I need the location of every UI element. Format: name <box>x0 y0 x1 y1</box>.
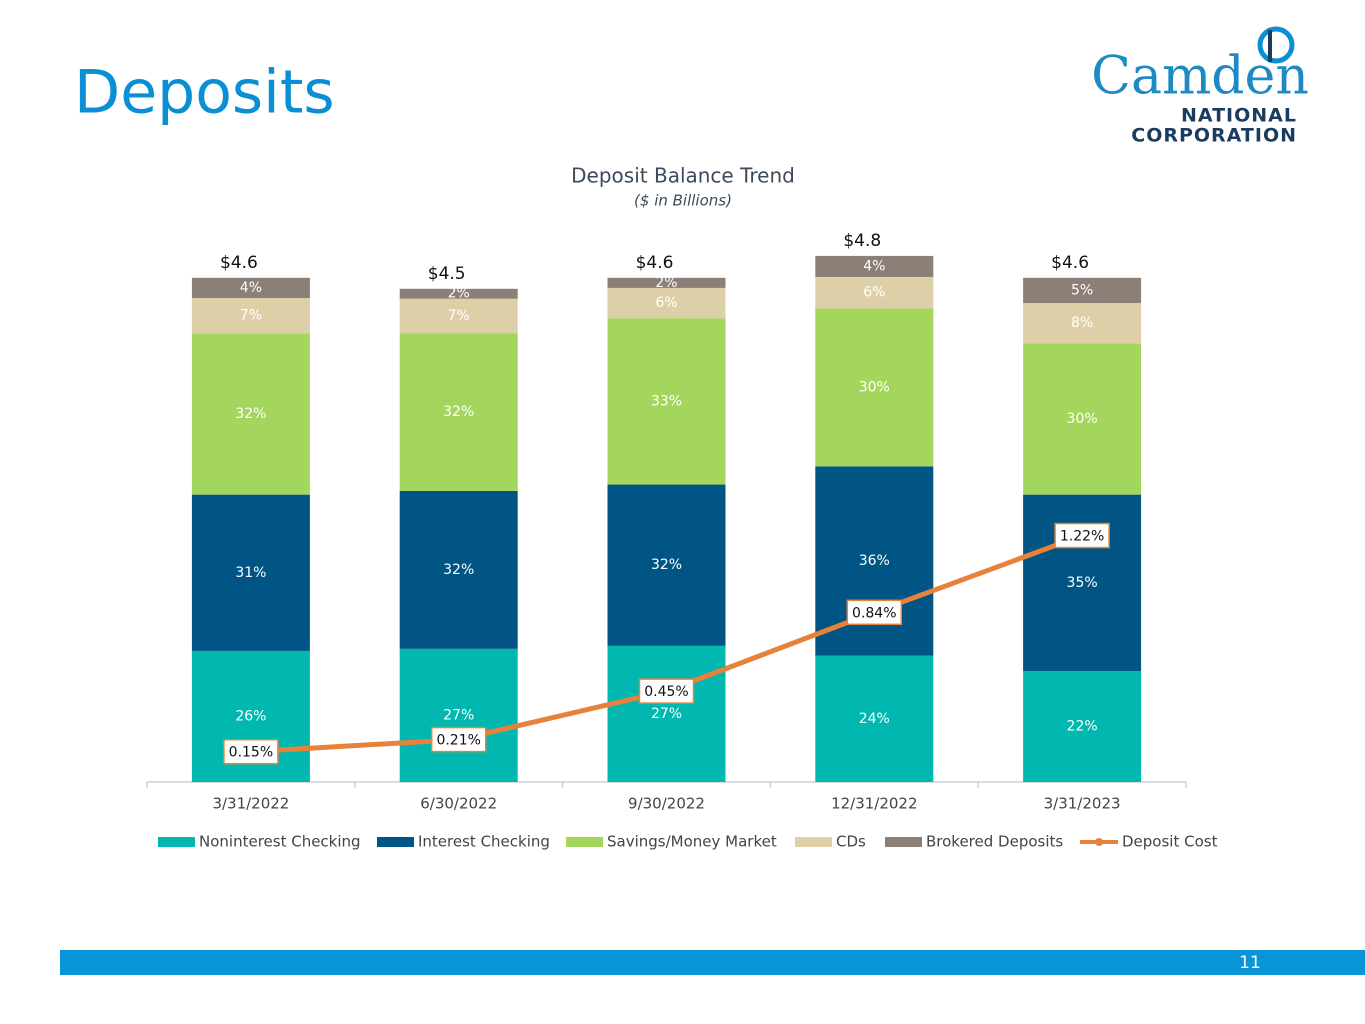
slide-title: Deposits <box>74 58 335 128</box>
line-label: 0.45% <box>644 684 688 700</box>
x-tick-label: 9/30/2022 <box>628 795 705 813</box>
x-tick-label: 3/31/2023 <box>1044 795 1121 813</box>
legend-label: Deposit Cost <box>1122 833 1218 851</box>
legend-label: CDs <box>836 833 866 851</box>
segment-label: 24% <box>859 711 890 727</box>
bar-segment <box>607 277 726 288</box>
bar-segment <box>399 298 518 334</box>
segment-label: 32% <box>235 406 266 422</box>
x-tick-label: 12/31/2022 <box>831 795 917 813</box>
bar-segment <box>815 276 934 309</box>
bar-segment <box>607 484 726 646</box>
total-label: $4.6 <box>636 253 674 273</box>
total-label: $4.5 <box>428 264 466 284</box>
chart-title: Deposit Balance Trend <box>571 164 795 188</box>
total-label: $4.6 <box>220 253 258 273</box>
segment-label: 6% <box>863 285 885 301</box>
legend-label: Noninterest Checking <box>199 833 361 851</box>
bar-segment <box>1023 343 1142 495</box>
segment-label: 4% <box>863 258 885 274</box>
logo-name: Camden <box>1091 47 1309 107</box>
line-label: 0.21% <box>436 733 480 749</box>
x-tick-label: 6/30/2022 <box>420 795 497 813</box>
legend-label: Brokered Deposits <box>926 833 1063 851</box>
segment-label: 6% <box>655 295 677 311</box>
logo-icon <box>1257 26 1295 64</box>
line-label-box <box>638 678 695 704</box>
total-label: $4.8 <box>843 231 881 251</box>
bar-segment <box>1023 671 1142 782</box>
legend-swatch <box>377 837 414 847</box>
legend-marker <box>1095 838 1103 846</box>
bar-segment <box>815 655 934 782</box>
line-label: 0.84% <box>852 605 896 621</box>
segment-label: 8% <box>1071 315 1093 331</box>
bar-segment <box>399 333 518 492</box>
logo-line: NATIONAL <box>1181 105 1297 127</box>
segment-label: 36% <box>859 553 890 569</box>
bar-segment <box>191 333 310 495</box>
bar-segment <box>607 645 726 782</box>
bar-segment <box>607 318 726 485</box>
total-label: $4.6 <box>1051 253 1089 273</box>
line-label-box <box>430 726 487 753</box>
bar-segment <box>191 277 310 299</box>
segment-label: 2% <box>655 275 677 291</box>
segment-label: 32% <box>443 562 474 578</box>
chart-subtitle: ($ in Billions) <box>634 192 732 210</box>
line-label-box <box>1054 522 1110 549</box>
legend-swatch <box>566 837 603 847</box>
segment-label: 26% <box>235 708 266 724</box>
logo-line: CORPORATION <box>1131 125 1297 147</box>
page-number: 11 <box>1239 953 1261 973</box>
x-tick-label: 3/31/2022 <box>212 795 289 813</box>
bar-segment <box>1023 303 1142 344</box>
segment-label: 32% <box>443 404 474 420</box>
segment-label: 33% <box>651 393 682 409</box>
segment-label: 27% <box>443 707 474 723</box>
legend-swatch <box>158 837 195 847</box>
bar-segment <box>815 255 934 277</box>
segment-label: 5% <box>1071 282 1093 298</box>
legend-swatch <box>885 837 922 847</box>
bar-segment <box>399 648 518 782</box>
segment-label: 4% <box>240 280 262 296</box>
bar-segment <box>191 298 310 334</box>
segment-label: 7% <box>240 308 262 324</box>
bar-segment <box>399 491 518 649</box>
segment-label: 2% <box>448 286 470 302</box>
legend-label: Savings/Money Market <box>607 833 777 851</box>
line-label-box <box>223 738 279 765</box>
line-label: 0.15% <box>229 745 273 761</box>
segment-label: 27% <box>651 706 682 722</box>
line-label: 1.22% <box>1060 529 1104 545</box>
segment-label: 30% <box>1067 411 1098 427</box>
line-label-box <box>846 599 903 626</box>
legend-label: Interest Checking <box>418 833 550 851</box>
bar-segment <box>815 308 934 467</box>
bar-segment <box>399 288 518 299</box>
segment-label: 7% <box>448 308 470 324</box>
segment-label: 35% <box>1067 575 1098 591</box>
bar-segment <box>607 287 726 319</box>
bar-segment <box>191 494 310 651</box>
segment-label: 30% <box>859 379 890 395</box>
footer-bar <box>60 950 1365 975</box>
segment-label: 31% <box>235 565 266 581</box>
segment-label: 22% <box>1067 719 1098 735</box>
legend-swatch <box>795 837 832 847</box>
bar-segment <box>1023 277 1142 304</box>
segment-label: 32% <box>651 557 682 573</box>
logo: Camden NATIONAL CORPORATION <box>1091 26 1309 147</box>
